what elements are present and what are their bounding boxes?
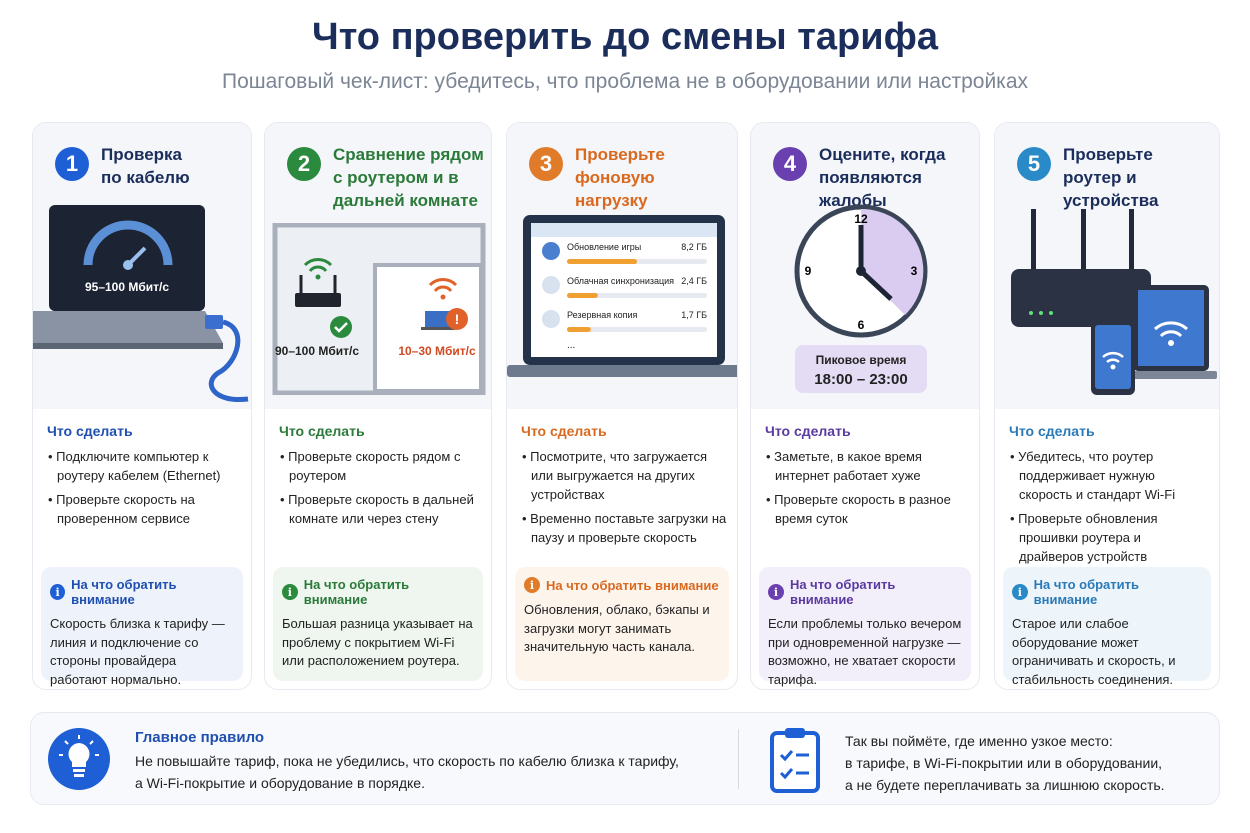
todo-label: Что сделать xyxy=(765,423,851,439)
tip-box: i На что обратить внимание Старое или слаб… xyxy=(1003,567,1211,687)
info-icon: i xyxy=(768,584,784,600)
todo-item: Проверьте обновления прошивки роутера и … xyxy=(1009,509,1209,566)
step-number: 2 xyxy=(287,147,321,181)
router-devices-icon xyxy=(995,209,1219,415)
svg-text:!: ! xyxy=(455,311,460,327)
step-number: 1 xyxy=(55,147,89,181)
todo-item: Убедитесь, что роутер поддерживает нужну… xyxy=(1009,447,1209,504)
rule-title: Главное правило xyxy=(135,729,265,746)
todo-item: Проверьте скорость в разное время суток xyxy=(765,490,969,528)
rule-text: Не повышайте тариф, пока не убедились, ч… xyxy=(135,753,679,769)
download-size: 8,2 ГБ xyxy=(681,242,707,252)
download-progress-fill xyxy=(567,259,637,264)
step-card-4: 4 Оцените, когда появляются жалобы 12 3 6… xyxy=(750,122,980,690)
near-speed: 90–100 Мбит/с xyxy=(275,344,359,358)
peak-label: Пиковое время xyxy=(816,353,907,367)
info-icon: i xyxy=(524,577,540,593)
download-progress-track xyxy=(567,327,707,332)
tip-text: Большая разница указывает на проблему с … xyxy=(282,616,473,668)
download-progress-fill xyxy=(567,293,598,298)
peak-time: 18:00 – 23:00 xyxy=(814,371,907,388)
rule-text: а Wi-Fi-покрытие и оборудование в порядк… xyxy=(135,775,425,791)
step-number: 3 xyxy=(529,147,563,181)
tip-text: Обновления, облако, бэкапы и загрузки мо… xyxy=(524,602,710,654)
download-name: Резервная копия xyxy=(567,310,638,320)
tip-label: На что обратить внимание xyxy=(71,577,177,607)
download-name: Облачная синхронизация xyxy=(567,276,674,286)
info-icon: i xyxy=(50,584,66,600)
todo-item: Посмотрите, что загружается или выгружае… xyxy=(521,447,727,504)
page-title: Что проверить до смены тарифа xyxy=(312,16,938,58)
main-rule-banner: Главное правило Не повышайте тариф, пока… xyxy=(30,712,1220,805)
step-card-2: 2 Сравнение рядом с роутером и в дальней … xyxy=(264,122,492,690)
step-title: Сравнение рядом с роутером и в дальней к… xyxy=(333,145,484,210)
tip-box: i На что обратить внимание Скорость близка… xyxy=(41,567,243,687)
step-number: 4 xyxy=(773,147,807,181)
divider xyxy=(738,729,739,789)
clock-number: 9 xyxy=(805,264,812,278)
todo-label: Что сделать xyxy=(1009,423,1095,439)
tip-label: На что обратить внимание xyxy=(303,577,410,607)
todo-item: Подключите компьютер к роутеру кабелем (… xyxy=(47,447,241,485)
tip-box: i На что обратить внимание Большая разница… xyxy=(273,567,483,681)
note-text: Так вы поймёте, где именно узкое место: xyxy=(845,733,1113,749)
page-subtitle: Пошаговый чек-лист: убедитесь, что пробл… xyxy=(221,70,1029,93)
todo-label: Что сделать xyxy=(521,423,607,439)
speed-label: 95–100 Мбит/с xyxy=(85,280,169,294)
step-title: Проверьте фоновую нагрузку xyxy=(575,145,665,210)
info-icon: i xyxy=(282,584,298,600)
download-progress-fill xyxy=(567,327,591,332)
clock-number: 6 xyxy=(858,318,865,332)
step-title: Проверка по кабелю xyxy=(101,145,190,187)
tip-text: Скорость близка к тарифу — линия и подкл… xyxy=(50,616,225,687)
download-progress-track xyxy=(567,293,707,298)
tip-box: i На что обратить внимание Обновления, обл… xyxy=(515,567,729,681)
note-text: а не будете переплачивать за лишнюю скор… xyxy=(845,777,1165,793)
tip-label: На что обратить внимание xyxy=(546,577,719,593)
tip-box: i На что обратить внимание Если проблемы т… xyxy=(759,567,971,687)
todo-item: Заметьте, в какое время интернет работае… xyxy=(765,447,969,485)
laptop-speedometer-icon: 95–100 Мбит/с xyxy=(33,203,251,409)
info-icon: i xyxy=(1012,584,1028,600)
clock-number: 12 xyxy=(854,212,868,226)
todo-item: Проверьте скорость в дальней комнате или… xyxy=(279,490,481,528)
download-size: 1,7 ГБ xyxy=(681,310,707,320)
clock-number: 3 xyxy=(911,264,918,278)
tip-label: На что обратить внимание xyxy=(1033,577,1139,607)
floorplan-icon: 90–100 Мбит/с ! 10–30 Мбит/с xyxy=(265,222,491,429)
clipboard-checklist-icon xyxy=(770,728,820,793)
laptop-downloads-icon: Обновление игры 8,2 ГБ Облачная синхрони… xyxy=(507,213,737,419)
step-card-1: 1 Проверка по кабелю 95–100 Мбит/с Что сд… xyxy=(32,122,252,690)
todo-item: Проверьте скорость рядом с роутером xyxy=(279,447,481,485)
tip-label: На что обратить внимание xyxy=(789,577,896,607)
download-name: Обновление игры xyxy=(567,242,641,252)
step-number: 5 xyxy=(1017,147,1051,181)
download-size: 2,4 ГБ xyxy=(681,276,707,286)
todo-label: Что сделать xyxy=(47,423,133,439)
note-text: в тарифе, в Wi-Fi-покрытии или в оборудо… xyxy=(845,755,1163,771)
tip-text: Старое или слабое оборудование может огр… xyxy=(1012,616,1176,687)
clock-icon: 12 3 6 9 Пиковое время 18:00 – 23:00 xyxy=(751,203,979,409)
far-speed: 10–30 Мбит/с xyxy=(398,344,476,358)
lightbulb-icon xyxy=(48,728,110,790)
step-title: Оцените, когда появляются жалобы xyxy=(819,145,946,210)
todo-item: Временно поставьте загрузки на паузу и п… xyxy=(521,509,727,547)
more-label: ... xyxy=(567,340,575,351)
todo-label: Что сделать xyxy=(279,423,365,439)
todo-item: Проверьте скорость на проверенном сервис… xyxy=(47,490,241,528)
step-card-3: 3 Проверьте фоновую нагрузку Обновление и… xyxy=(506,122,738,690)
step-title: Проверьте роутер и устройства xyxy=(1063,145,1159,210)
step-card-5: 5 Проверьте роутер и устройства Что сдела… xyxy=(994,122,1220,690)
tip-text: Если проблемы только вечером при одновре… xyxy=(768,616,962,687)
